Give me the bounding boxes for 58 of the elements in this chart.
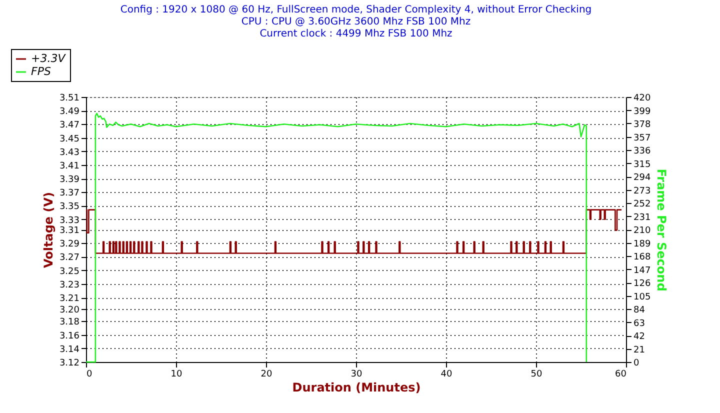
y-tick-label: 3.35 xyxy=(59,202,80,212)
y2-tick-label: 399 xyxy=(634,106,651,117)
x-tick-label: 20 xyxy=(260,370,272,380)
y2-tick-label: 126 xyxy=(634,279,651,289)
y-tick-label: 3.37 xyxy=(59,188,80,199)
chart-title: Config : 1920 x 1080 @ 60 Hz, FullScreen mode, Shader Complexity 4, without Error Checking xyxy=(120,4,592,16)
y2-tick-label: 168 xyxy=(634,252,651,262)
y-tick-label: 3.27 xyxy=(59,253,80,264)
y2-tick-label: 294 xyxy=(634,173,651,183)
x-axis-title: Duration (Minutes) xyxy=(292,380,421,394)
x-tick-label: 10 xyxy=(170,370,182,380)
y2-tick-label: 378 xyxy=(634,120,651,130)
y2-tick-label: 357 xyxy=(634,133,651,144)
x-tick-label: 40 xyxy=(440,370,452,380)
x-tick-label: 60 xyxy=(615,370,627,380)
line-series xyxy=(85,112,588,363)
y2-tick-label: 63 xyxy=(634,318,645,329)
legend-label: +3.3V xyxy=(31,52,67,65)
y-tick-label: 3.51 xyxy=(59,94,80,104)
text: Current clock : 4499 Mhz FSB 100 Mhz xyxy=(260,28,452,40)
x-tick-label: 30 xyxy=(350,370,362,380)
y-tick-label: 3.41 xyxy=(59,161,80,172)
y-tick-label: 3.14 xyxy=(59,344,80,355)
y-tick-label: 3.43 xyxy=(59,148,80,158)
y-tick-label: 3.21 xyxy=(59,294,80,304)
y2-tick-label: 210 xyxy=(634,226,651,236)
y-tick-label: 3.31 xyxy=(59,226,80,236)
y-tick-label: 3.33 xyxy=(59,216,80,226)
x-tick-label: 0 xyxy=(86,370,92,380)
y-axis-title: Voltage (V) xyxy=(41,192,56,268)
y2-tick-label: 420 xyxy=(634,94,651,104)
y2-axis-title: Frame Per Second xyxy=(654,168,669,292)
y-tick-label: 3.23 xyxy=(59,280,80,290)
y2-tick-label: 147 xyxy=(634,266,651,276)
y2-tick-label: 105 xyxy=(634,292,651,302)
text: CPU : CPU @ 3.60GHz 3600 Mhz FSB 100 Mhz xyxy=(241,16,471,28)
y2-tick-label: 273 xyxy=(634,186,651,196)
legend-label: FPS xyxy=(31,65,51,78)
y-tick-label: 3.20 xyxy=(59,306,80,316)
y-tick-label: 3.49 xyxy=(59,107,80,118)
y2-tick-label: 189 xyxy=(634,239,651,250)
y-tick-label: 3.47 xyxy=(59,120,80,131)
y2-tick-label: 252 xyxy=(634,200,651,210)
y-tick-label: 3.29 xyxy=(59,240,80,250)
y-tick-label: 3.12 xyxy=(59,358,80,368)
y-tick-label: 3.25 xyxy=(59,266,80,277)
y-tick-label: 3.45 xyxy=(59,134,80,144)
y2-tick-label: 231 xyxy=(634,212,651,223)
y2-tick-label: 84 xyxy=(634,306,646,316)
y2-tick-label: 21 xyxy=(634,345,645,356)
x-tick-label: 50 xyxy=(530,370,542,380)
y2-tick-label: 0 xyxy=(634,358,640,368)
y-tick-label: 3.16 xyxy=(59,331,80,342)
y2-tick-label: 42 xyxy=(634,332,645,342)
y-tick-label: 3.18 xyxy=(59,318,80,328)
y2-tick-label: 315 xyxy=(634,160,651,170)
y2-tick-label: 336 xyxy=(634,146,651,156)
y-tick-label: 3.39 xyxy=(59,175,80,186)
